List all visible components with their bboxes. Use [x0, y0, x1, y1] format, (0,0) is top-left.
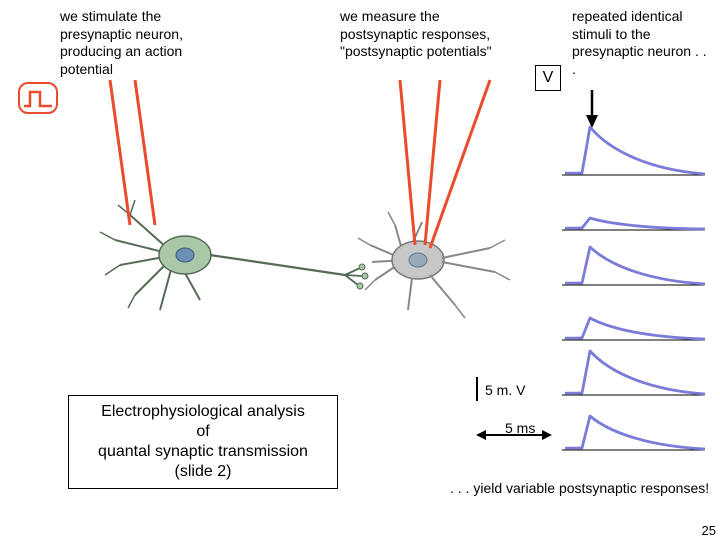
page-number: 25 [702, 523, 716, 538]
title-box: Electrophysiological analysis of quantal… [68, 395, 338, 489]
connector-stimulate [110, 80, 155, 225]
arrow-to-traces [586, 90, 598, 128]
scale-y-label: 5 m. V [485, 382, 525, 398]
connector-measure [400, 80, 490, 248]
conclusion-text: . . . yield variable postsynaptic respon… [450, 480, 720, 498]
scale-x-label: 5 ms [505, 420, 535, 436]
neuron-postsynaptic [358, 212, 510, 318]
caption-repeated: repeated identical stimuli to the presyn… [572, 8, 712, 78]
caption-stimulate: we stimulate the presynaptic neuron, pro… [60, 8, 210, 78]
title-line-4: (slide 2) [79, 462, 327, 482]
title-line-3: quantal synaptic transmission [79, 442, 327, 462]
stimulus-pulse-box [18, 82, 58, 114]
caption-measure: we measure the postsynaptic responses, "… [340, 8, 520, 61]
voltage-traces [562, 127, 705, 450]
voltage-symbol-box: V [535, 65, 561, 91]
title-line-2: of [79, 422, 327, 442]
title-line-1: Electrophysiological analysis [79, 402, 327, 422]
neuron-presynaptic [100, 200, 368, 310]
voltage-symbol-label: V [543, 69, 554, 87]
